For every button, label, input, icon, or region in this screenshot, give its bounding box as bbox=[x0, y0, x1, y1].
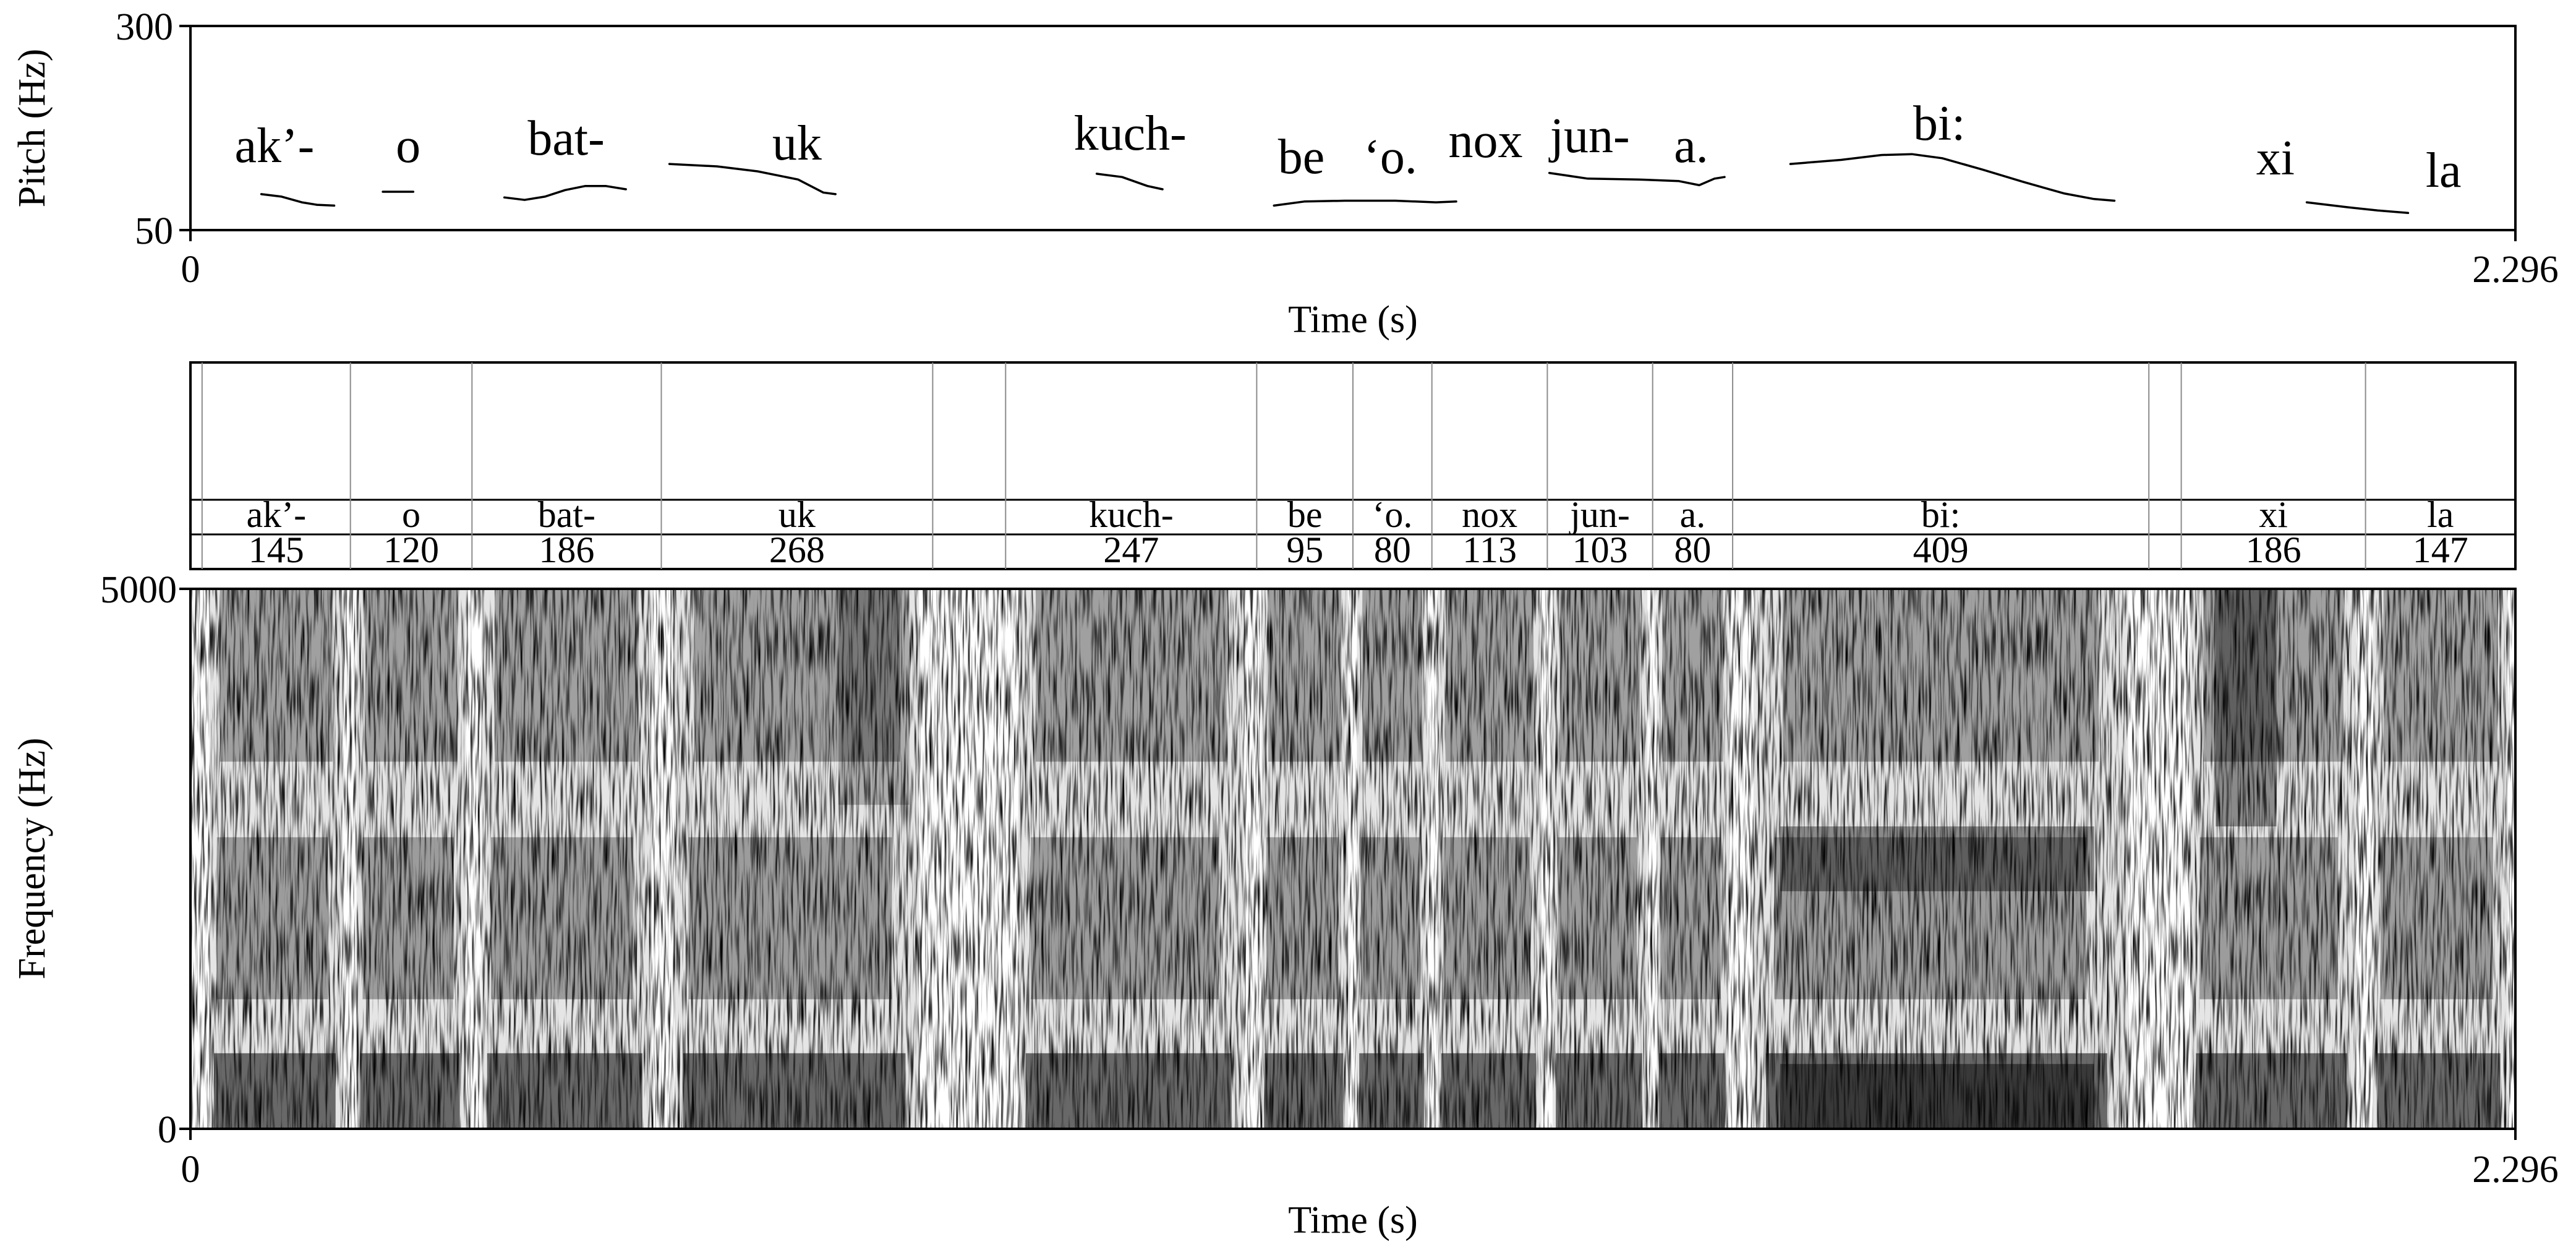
pitch-word-label: be bbox=[1278, 130, 1325, 184]
pitch-word-label: ak’- bbox=[235, 119, 315, 173]
tier-duration-value: 147 bbox=[2413, 529, 2468, 570]
tier-duration-value: 113 bbox=[1462, 529, 1517, 570]
tier-duration-value: 186 bbox=[2246, 529, 2301, 570]
pitch-contour-0 bbox=[260, 193, 336, 207]
spec-ytick-label-top: 5000 bbox=[100, 569, 177, 611]
tier-duration-value: 247 bbox=[1103, 529, 1159, 570]
spectrogram-texture bbox=[190, 589, 2515, 1129]
pitch-word-label: jun- bbox=[1548, 109, 1630, 163]
tier-segment-label: be bbox=[1287, 494, 1323, 535]
tier-duration-value: 186 bbox=[539, 529, 594, 570]
pitch-word-label: la bbox=[2426, 143, 2462, 198]
pitch-contour-4 bbox=[1095, 173, 1164, 191]
tier-segment-label: ‘o. bbox=[1372, 494, 1412, 535]
tier-duration-value: 80 bbox=[1374, 529, 1411, 570]
spec-y-axis-label: Frequency (Hz) bbox=[11, 738, 53, 980]
tier-segment-label: ak’- bbox=[247, 494, 307, 535]
pitch-y-axis-label: Pitch (Hz) bbox=[11, 49, 53, 208]
pitch-xtick-label-right: 2.296 bbox=[2472, 249, 2559, 291]
tier-segment-label: bi: bbox=[1921, 494, 1960, 535]
tier-panel: ak’-145o120bat-186uk268kuch-247be95‘o.80… bbox=[189, 361, 2517, 570]
pitch-ytick-label-top: 300 bbox=[116, 6, 173, 48]
tier-boundaries bbox=[201, 362, 2366, 569]
spec-x-axis-label: Time (s) bbox=[1288, 1199, 1418, 1241]
spectrogram-frame bbox=[189, 588, 2517, 1130]
pitch-word-label: o bbox=[396, 119, 420, 173]
pitch-contour-2 bbox=[503, 184, 627, 201]
tier-duration-value: 120 bbox=[383, 529, 439, 570]
pitch-x-axis-label: Time (s) bbox=[1288, 299, 1418, 341]
tier-duration-value: 268 bbox=[769, 529, 825, 570]
pitch-word-label: a. bbox=[1674, 119, 1708, 173]
tier-labels: ak’-145o120bat-186uk268kuch-247be95‘o.80… bbox=[247, 494, 2468, 570]
pitch-contour-8 bbox=[2305, 201, 2410, 215]
tier-segment-label: jun- bbox=[1569, 494, 1630, 535]
pitch-contour-5 bbox=[1273, 199, 1457, 207]
tier-duration-value: 95 bbox=[1286, 529, 1323, 570]
pitch-contour-7 bbox=[1789, 153, 2116, 202]
tier-duration-value: 103 bbox=[1572, 529, 1628, 570]
pitch-word-label: kuch- bbox=[1074, 106, 1187, 161]
spectrogram-panel: 5000 0 0 2.296 Time (s) Frequency (Hz) bbox=[11, 569, 2559, 1241]
pitch-plot-frame bbox=[189, 25, 2517, 231]
pitch-word-label: ‘o. bbox=[1363, 130, 1417, 184]
pitch-word-label: uk bbox=[772, 116, 822, 171]
pitch-panel: ak’- o bat-uk kuch-be ‘o. nox jun-a. bi: xi la 30… bbox=[11, 6, 2559, 341]
tier-segment-label: a. bbox=[1680, 494, 1706, 535]
pitch-ytick-label-bottom: 50 bbox=[135, 210, 173, 252]
spec-xtick-label-right: 2.296 bbox=[2472, 1149, 2559, 1191]
pitch-xtick-label-left: 0 bbox=[181, 249, 200, 291]
pitch-word-label: bat- bbox=[527, 111, 604, 166]
tier-segment-label: la bbox=[2427, 494, 2454, 535]
tier-duration-value: 409 bbox=[1913, 529, 1969, 570]
pitch-contour-6 bbox=[1548, 171, 1726, 187]
spec-xtick-label-left: 0 bbox=[181, 1149, 200, 1191]
spec-ytick-label-bottom: 0 bbox=[158, 1109, 177, 1151]
tier-duration-value: 80 bbox=[1674, 529, 1711, 570]
tier-segment-label: kuch- bbox=[1089, 494, 1174, 535]
tier-segment-label: xi bbox=[2259, 494, 2288, 535]
tier-segment-label: bat- bbox=[538, 494, 595, 535]
pitch-word-label: bi: bbox=[1913, 96, 1965, 151]
pitch-contour-3 bbox=[668, 163, 837, 195]
tier-duration-value: 145 bbox=[249, 529, 304, 570]
pitch-contours bbox=[260, 153, 2410, 215]
tier-segment-label: nox bbox=[1462, 494, 1517, 535]
pitch-word-label: xi bbox=[2256, 131, 2295, 186]
pitch-word-label: nox bbox=[1449, 114, 1523, 168]
tier-segment-label: uk bbox=[778, 494, 816, 535]
tier-segment-label: o bbox=[402, 494, 420, 535]
pitch-word-labels: ak’- o bat-uk kuch-be ‘o. nox jun-a. bi: xi la bbox=[235, 96, 2462, 198]
